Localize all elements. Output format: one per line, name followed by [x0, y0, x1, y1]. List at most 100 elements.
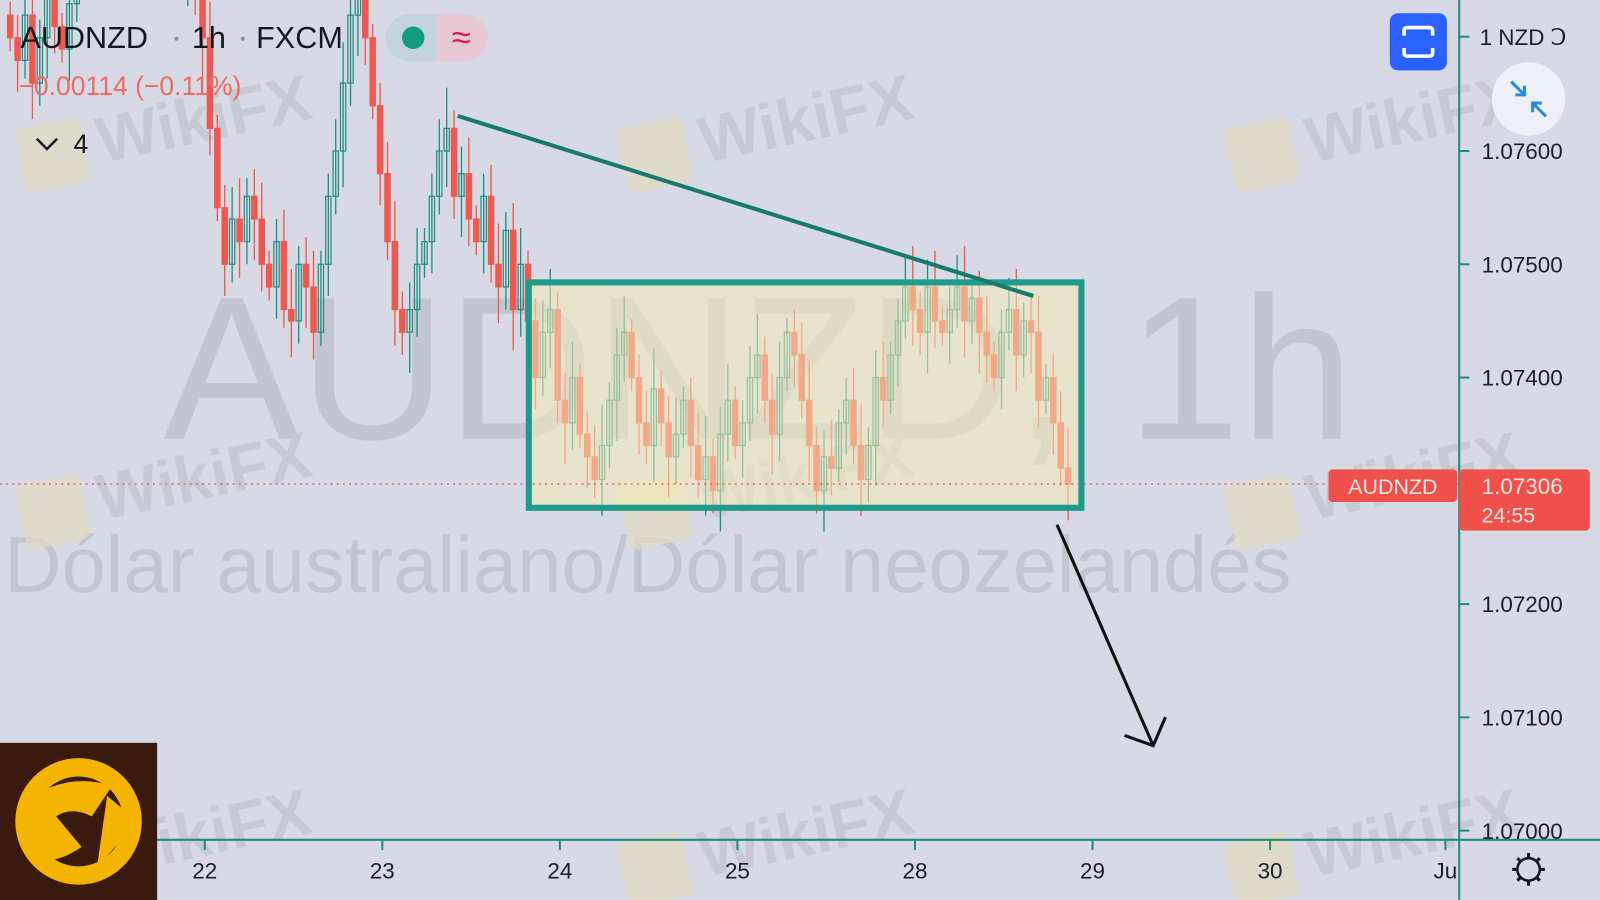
- candle-body: [43, 0, 51, 39]
- candle: [480, 173, 487, 274]
- wikifx-watermark-icon: [15, 475, 91, 550]
- interval-label[interactable]: 1h: [192, 21, 226, 55]
- candle: [347, 0, 354, 106]
- down-arrow[interactable]: [1055, 524, 1155, 747]
- time-axis[interactable]: 22 23 24 25 28 29 30 Ju: [192, 839, 1458, 884]
- price-tick-label: 1.07400: [1482, 366, 1563, 391]
- candle-body: [354, 0, 362, 16]
- collapse-arrows-icon: [1510, 80, 1548, 118]
- candle-body: [421, 241, 428, 265]
- candle: [228, 187, 236, 283]
- candle-body: [236, 218, 243, 243]
- candle-body: [73, 0, 81, 5]
- candle-body: [288, 308, 295, 322]
- indicators-toggle[interactable]: 4: [35, 129, 88, 159]
- candle: [236, 178, 243, 278]
- status-pill[interactable]: ≈: [385, 14, 488, 62]
- arrow-head-icon: [1124, 716, 1167, 748]
- candle-body: [295, 263, 302, 322]
- range-box-fill: [528, 282, 1082, 508]
- candle: [43, 0, 51, 79]
- indicators-count: 4: [73, 129, 88, 159]
- candle: [6, 1, 14, 52]
- price-tick-label: 1.07600: [1482, 139, 1563, 164]
- candle-body: [317, 263, 325, 333]
- candle-body: [265, 263, 273, 288]
- candle: [273, 218, 280, 319]
- candle: [406, 282, 413, 374]
- price-tick-label: 1.07200: [1482, 592, 1563, 617]
- candle: [21, 0, 29, 79]
- candle-body: [502, 229, 510, 288]
- time-tick-label: 28: [902, 859, 927, 884]
- candle: [384, 141, 391, 260]
- candle-body: [362, 0, 369, 39]
- range-box[interactable]: [525, 279, 1085, 511]
- candle: [436, 119, 443, 215]
- trend-line[interactable]: [457, 113, 1034, 298]
- candle-body: [36, 37, 44, 84]
- wikifx-watermark-icon: [617, 832, 693, 900]
- candle-body: [339, 82, 347, 152]
- time-tick-label: Ju: [1434, 859, 1458, 884]
- candle-body: [428, 195, 436, 243]
- candle-body: [458, 173, 465, 197]
- time-tick-label: 29: [1080, 859, 1105, 884]
- candle: [339, 42, 347, 188]
- candle: [421, 228, 428, 278]
- candle-body: [243, 195, 251, 243]
- wikifx-watermark-icon: [1225, 832, 1300, 900]
- candle: [14, 15, 21, 93]
- candle: [399, 291, 406, 355]
- candle: [66, 0, 73, 81]
- candle-body: [273, 241, 280, 288]
- collapse-button[interactable]: [1491, 62, 1566, 136]
- currency-label: 1 NZD Ↄ: [1480, 25, 1567, 50]
- candle-body: [384, 173, 391, 243]
- candle-body: [480, 195, 487, 243]
- candle: [206, 1, 214, 156]
- candle-body: [302, 263, 310, 288]
- candle-body: [221, 207, 229, 265]
- time-tick-label: 22: [192, 859, 217, 884]
- candle: [325, 173, 332, 296]
- drawings[interactable]: [457, 113, 1167, 748]
- candle-body: [29, 14, 36, 84]
- candle: [36, 19, 44, 106]
- candle: [332, 119, 339, 215]
- candle: [29, 0, 36, 120]
- candle: [214, 114, 221, 222]
- candle: [487, 164, 495, 283]
- candle-body: [6, 14, 14, 39]
- candle-body: [14, 37, 21, 62]
- candle-body: [280, 241, 288, 311]
- candle: [251, 169, 258, 260]
- price-tick-label: 1.07000: [1482, 819, 1563, 844]
- candle: [428, 173, 436, 274]
- candle-body: [413, 263, 421, 311]
- time-tick-label: 30: [1258, 859, 1283, 884]
- exchange-label: FXCM: [256, 21, 343, 55]
- candle: [473, 205, 480, 256]
- time-tick-label: 23: [370, 859, 395, 884]
- candle-body: [399, 308, 406, 333]
- candle: [450, 110, 458, 219]
- candle-body: [487, 195, 495, 265]
- separator-dot: [174, 36, 179, 41]
- candle: [265, 250, 273, 301]
- wikifx-watermark-icon: [1225, 475, 1300, 550]
- candle: [221, 185, 229, 296]
- candle-body: [517, 263, 524, 311]
- candle: [465, 137, 473, 247]
- candle: [51, 0, 58, 54]
- wikifx-watermark-icon: [617, 117, 693, 193]
- price-tick-label: 1.07500: [1482, 252, 1563, 277]
- candle: [495, 223, 502, 324]
- price-axis[interactable]: 1.07600 1.07500 1.07400 1.07200 1.07100 1.070…: [1459, 139, 1563, 844]
- candle-body: [495, 263, 502, 288]
- symbol-label[interactable]: AUDNZD: [20, 21, 148, 55]
- bar-countdown: 24:55: [1482, 503, 1536, 527]
- fullscreen-button[interactable]: [1389, 13, 1447, 71]
- settings-button[interactable]: [1512, 853, 1545, 886]
